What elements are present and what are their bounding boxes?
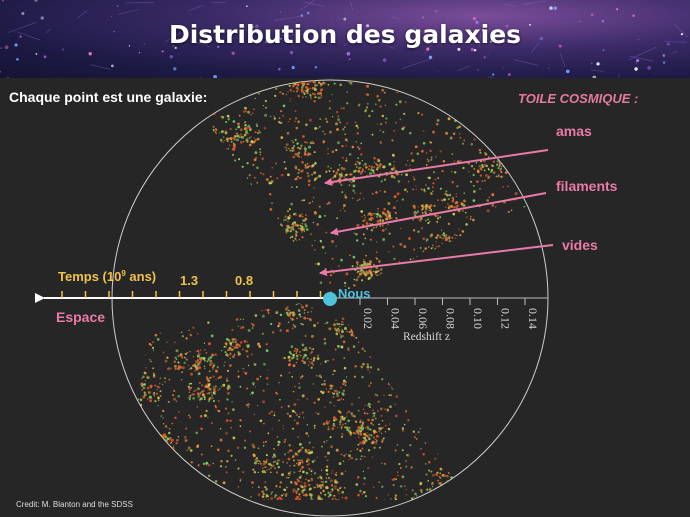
header-banner: Distribution des galaxies	[0, 0, 690, 78]
redshift-axis-label: Redshift z	[403, 331, 450, 343]
time-tick-label: 1.3	[180, 273, 198, 288]
redshift-tick-label: 0.08	[444, 308, 458, 329]
cosmic-web-heading: TOILE COSMIQUE :	[518, 91, 639, 106]
observer-label: Nous	[338, 286, 371, 301]
credit-note: Credit: M. Blanton and the SDSS	[16, 500, 133, 509]
vides-arrow	[319, 244, 554, 277]
redshift-tick-label: 0.02	[361, 308, 375, 329]
page-title: Distribution des galaxies	[168, 20, 522, 49]
redshift-tick-label: 0.10	[471, 308, 485, 329]
time-tick-label: 0.8	[235, 273, 253, 288]
vides-label: vides	[562, 237, 598, 253]
amas-label: amas	[556, 123, 592, 139]
space-label: Espace	[56, 309, 105, 325]
cosmic-web-image	[0, 0, 689, 78]
redshift-tick-label: 0.12	[499, 308, 513, 329]
filaments-arrow	[330, 192, 547, 236]
filaments-label: filaments	[556, 178, 618, 194]
amas-arrow	[324, 149, 549, 186]
redshift-axis: 0.02 0.04 0.06 0.08 0.10 0.12 0.14	[330, 297, 548, 329]
redshift-tick-label: 0.04	[389, 308, 403, 329]
observer-marker	[323, 292, 337, 306]
galaxy-wedge-north	[150, 80, 548, 298]
subtitle: Chaque point est une galaxie:	[9, 89, 208, 105]
redshift-tick-label: 0.14	[526, 308, 540, 329]
redshift-tick-label: 0.06	[416, 308, 430, 329]
time-axis-label: Temps (109 ans)	[58, 269, 156, 284]
time-axis-ticks	[61, 291, 322, 298]
